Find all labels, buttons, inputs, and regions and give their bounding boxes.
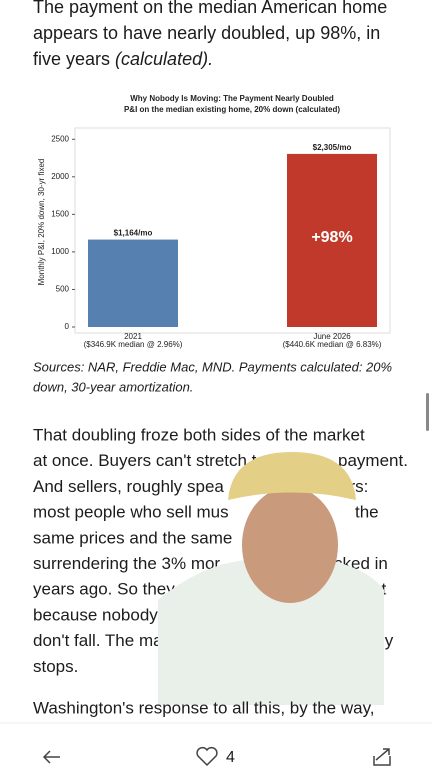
body-text: Washington's response to all this, by th…	[33, 698, 375, 717]
body-text: same prices and the same	[33, 528, 232, 547]
x-tick-label: June 2026	[313, 332, 351, 341]
chart-subtitle: P&I on the median existing home, 20% dow…	[124, 105, 340, 114]
y-axis-label: Monthly P&I, 20% down, 30-yr fixed	[37, 159, 46, 286]
body-text: at once. Buyers can't stretch t	[33, 451, 257, 470]
like-button[interactable]	[196, 746, 218, 767]
x-tick-note: ($440.6K median @ 6.83%)	[283, 340, 382, 349]
plot-frame	[74, 127, 391, 334]
article-text: The payment on the median American home	[33, 0, 387, 17]
like-count: 4	[226, 749, 235, 766]
y-tick-label: 1500	[51, 209, 69, 218]
chart-title: Why Nobody Is Moving: The Payment Nearly…	[130, 94, 334, 103]
body-text: ly	[381, 631, 394, 650]
value-label: $1,164/mo	[114, 229, 153, 238]
article-text: five years	[33, 49, 110, 69]
share-button[interactable]	[373, 748, 391, 766]
y-tick-label: 2000	[51, 172, 69, 181]
value-label: $2,305/mo	[313, 143, 352, 152]
y-tick-label: 0	[65, 322, 70, 331]
bar	[88, 239, 178, 327]
article-text: appears to have nearly doubled, up 98%, …	[33, 23, 380, 43]
body-text: because nobody is fo	[33, 605, 194, 624]
y-tick-label: 2500	[51, 134, 69, 143]
video-overlay[interactable]	[158, 452, 384, 705]
body-text: the	[355, 503, 379, 522]
x-tick-label: 2021	[124, 332, 142, 341]
y-tick-label: 1000	[51, 247, 69, 256]
back-button[interactable]	[42, 750, 60, 764]
body-text: That doubling froze both sides of the ma…	[33, 425, 365, 444]
video-face	[242, 487, 338, 603]
x-tick-note: ($346.9K median @ 2.96%)	[84, 340, 183, 349]
body-text: don't fall. The ma	[33, 631, 163, 650]
article-text: five years (calculated).	[33, 49, 213, 69]
body-text: stops.	[33, 657, 78, 676]
body-text: And sellers, roughly spea	[33, 477, 224, 496]
body-text: most people who sell mus	[33, 503, 229, 522]
caption: Sources: NAR, Freddie Mac, MND. Payments…	[33, 359, 392, 374]
y-tick-label: 500	[56, 285, 70, 294]
caption: down, 30-year amortization.	[33, 379, 193, 394]
body-text: payment.	[338, 451, 408, 470]
video-hat	[228, 452, 356, 500]
body-text: surrendering the 3% mor	[33, 554, 220, 573]
article-text-italic: (calculated).	[115, 49, 213, 69]
annotation: +98%	[311, 229, 352, 246]
video-shirt	[158, 560, 384, 705]
scrollbar[interactable]	[426, 393, 429, 431]
bar	[287, 153, 377, 327]
